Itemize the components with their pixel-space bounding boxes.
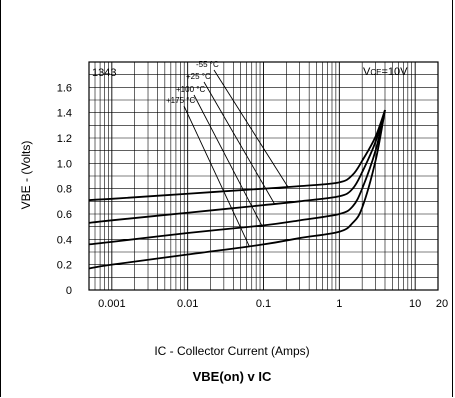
test-condition-label: VCE=10V [363,66,408,78]
minor-grid [89,62,438,290]
y-tick-label-3: 0.6 [57,209,72,221]
series-line-3 [88,109,386,270]
part-number-label: 1343 [92,67,116,79]
temperature-label-2: +100 °C [176,85,205,94]
series-line-2 [88,109,386,246]
y-tick-label-4: 0.8 [57,184,72,196]
temperature-label-0: -55 °C [196,60,219,69]
leader-line-2 [193,94,263,226]
series-line-0 [88,109,386,201]
major-grid [111,62,416,290]
y-tick-label-2: 0.4 [57,234,72,246]
temperature-label-1: +25 °C [186,72,211,81]
temperature-label-3: +175 °C [166,96,195,105]
x-tick-label-1: 0.01 [177,298,198,310]
leader-line-0 [213,69,289,188]
y-tick-label-7: 1.4 [57,108,72,120]
x-tick-label-0: 0.001 [98,298,126,310]
series-curves [88,109,386,270]
plot-border [88,61,439,291]
y-tick-label-6: 1.2 [57,133,72,145]
series-line-1 [88,109,386,224]
y-tick-label-8: 1.6 [57,82,72,94]
leader-line-1 [203,81,275,205]
leader-line-3 [183,105,250,247]
x-tick-label-2: 0.1 [256,298,271,310]
x-tick-label-3: 1 [336,298,342,310]
y-axis-label: VBE - (Volts) [19,141,33,210]
temperature-leader-lines [183,69,289,247]
y-tick-label-0: 0 [66,285,72,297]
x-tick-labels: 0.001 0.01 0.1 1 10 20 [98,298,448,310]
chart-title: VBE(on) v IC [193,369,272,384]
x-axis-label: IC - Collector Current (Amps) [154,344,309,358]
x-tick-label-5: 20 [436,298,448,310]
y-tick-labels: 0 0.2 0.4 0.6 0.8 1.0 1.2 1.4 1.6 [57,82,72,297]
y-tick-label-1: 0.2 [57,260,72,272]
y-tick-label-5: 1.0 [57,158,72,170]
temperature-labels: -55 °C +25 °C +100 °C +175 °C [166,60,219,105]
x-tick-label-4: 10 [409,298,421,310]
